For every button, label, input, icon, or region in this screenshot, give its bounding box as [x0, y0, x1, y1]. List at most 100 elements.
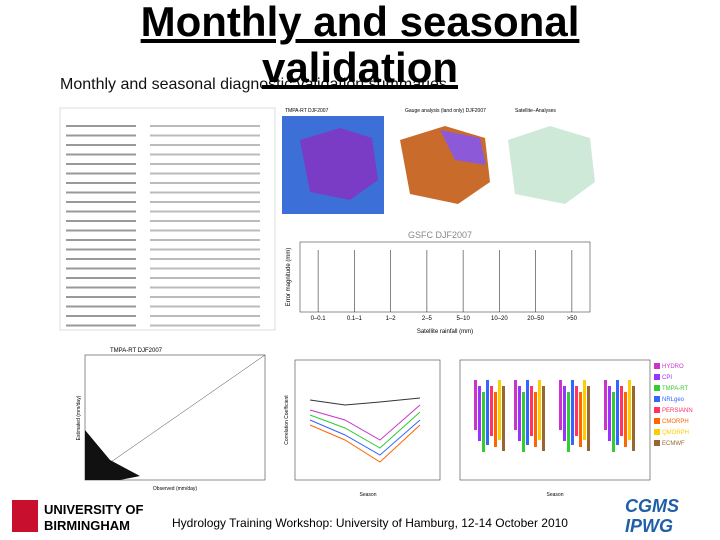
box	[632, 386, 635, 451]
box	[616, 380, 619, 445]
box	[490, 386, 493, 436]
box	[530, 386, 533, 436]
subtitle: Monthly and seasonal diagnostic validati…	[60, 76, 447, 93]
season-box-chart: Season HYDRO CPI TMPA-RT NRLgeo PERSIANN CMOR…	[459, 359, 693, 498]
x-label: Satellite rainfall (mm)	[417, 329, 473, 335]
diagonal	[84, 354, 266, 481]
table-cell	[150, 296, 260, 298]
university: BIRMINGHAM	[44, 518, 130, 533]
box	[482, 392, 485, 452]
legend-swatch	[654, 374, 660, 380]
plot-frame	[299, 241, 591, 313]
x-tick-label: 20–50	[527, 316, 544, 322]
legend-swatch	[654, 418, 660, 424]
map-title: TMPA-RT DJF2007	[285, 108, 329, 114]
x-tick-label: >50	[567, 316, 578, 322]
table-cell	[150, 144, 260, 146]
box	[612, 392, 615, 452]
table-row	[66, 125, 136, 127]
box	[583, 380, 586, 440]
crest	[12, 500, 38, 532]
maps: TMPA-RT DJF2007 Gauge analysis (land onl…	[282, 108, 600, 214]
table-row	[66, 153, 136, 156]
x-tick-label: 0–0.1	[311, 316, 327, 322]
box	[502, 386, 505, 451]
table-row	[66, 239, 136, 241]
table-cell	[150, 267, 260, 270]
table-cell	[150, 239, 260, 241]
table-row	[66, 163, 136, 165]
box	[514, 380, 517, 430]
table-row	[66, 305, 136, 308]
legend-label: NRLgeo	[662, 397, 685, 403]
table-cell	[150, 248, 260, 251]
x-tick-label: 5–10	[456, 316, 470, 322]
box	[494, 392, 497, 447]
box	[563, 386, 566, 441]
box	[604, 380, 607, 430]
box	[478, 386, 481, 441]
table-row	[66, 229, 136, 232]
table-row	[66, 315, 136, 317]
x-label: Observed (mm/day)	[153, 486, 198, 492]
table-row	[66, 258, 136, 260]
map-land	[300, 128, 378, 200]
box	[567, 392, 570, 452]
box	[486, 380, 489, 445]
box	[474, 380, 477, 430]
legend-label: TMPA-RT	[662, 386, 688, 392]
table-cell	[150, 210, 260, 213]
table-row	[66, 191, 136, 194]
chart-title: GSFC DJF2007	[408, 230, 472, 240]
table-row	[66, 267, 136, 270]
table-row	[66, 220, 136, 222]
chart-title: TMPA-RT DJF2007	[110, 348, 163, 354]
legend-swatch	[654, 385, 660, 391]
box	[620, 386, 623, 436]
table-cell	[150, 315, 260, 317]
scatter: TMPA-RT DJF2007 Observed (mm/day) Estima…	[76, 348, 266, 492]
legend-label: CMORPH	[662, 419, 689, 425]
box	[579, 392, 582, 447]
legend-label: CPI	[662, 375, 672, 381]
table-row	[66, 296, 136, 298]
legend-swatch	[654, 396, 660, 402]
table-row	[66, 248, 136, 251]
legend-swatch	[654, 429, 660, 435]
table-row	[66, 277, 136, 279]
y-label: Error magnitude (mm)	[286, 248, 292, 307]
map-land	[440, 130, 486, 165]
table-cell	[150, 153, 260, 156]
legend-swatch	[654, 440, 660, 446]
plot-frame	[84, 354, 266, 481]
series-line	[309, 397, 421, 406]
table-row	[66, 201, 136, 203]
table-row	[66, 210, 136, 213]
box	[522, 392, 525, 452]
box	[526, 380, 529, 445]
table-cell	[150, 286, 260, 289]
x-label: Season	[547, 492, 564, 498]
y-label: Correlation Coefficient	[284, 395, 290, 445]
box	[587, 386, 590, 451]
partner-logo: CGMS	[625, 496, 679, 516]
map-land	[508, 126, 595, 204]
table-cell	[150, 201, 260, 203]
table-cell	[150, 305, 260, 308]
legend-label: QMORPH	[662, 430, 689, 436]
point-cloud	[85, 430, 140, 480]
box	[518, 386, 521, 441]
table-cell	[150, 182, 260, 184]
plot-frame	[459, 359, 651, 481]
box	[624, 392, 627, 447]
map-title: Satellite–Analyses	[515, 108, 556, 114]
table-row	[66, 134, 136, 137]
table-row	[66, 172, 136, 175]
legend-swatch	[654, 363, 660, 369]
title-line: validation	[261, 44, 459, 91]
plot-frame	[294, 359, 441, 481]
box	[575, 386, 578, 436]
x-tick-label: 1–2	[386, 316, 397, 322]
table-cell	[150, 125, 260, 127]
